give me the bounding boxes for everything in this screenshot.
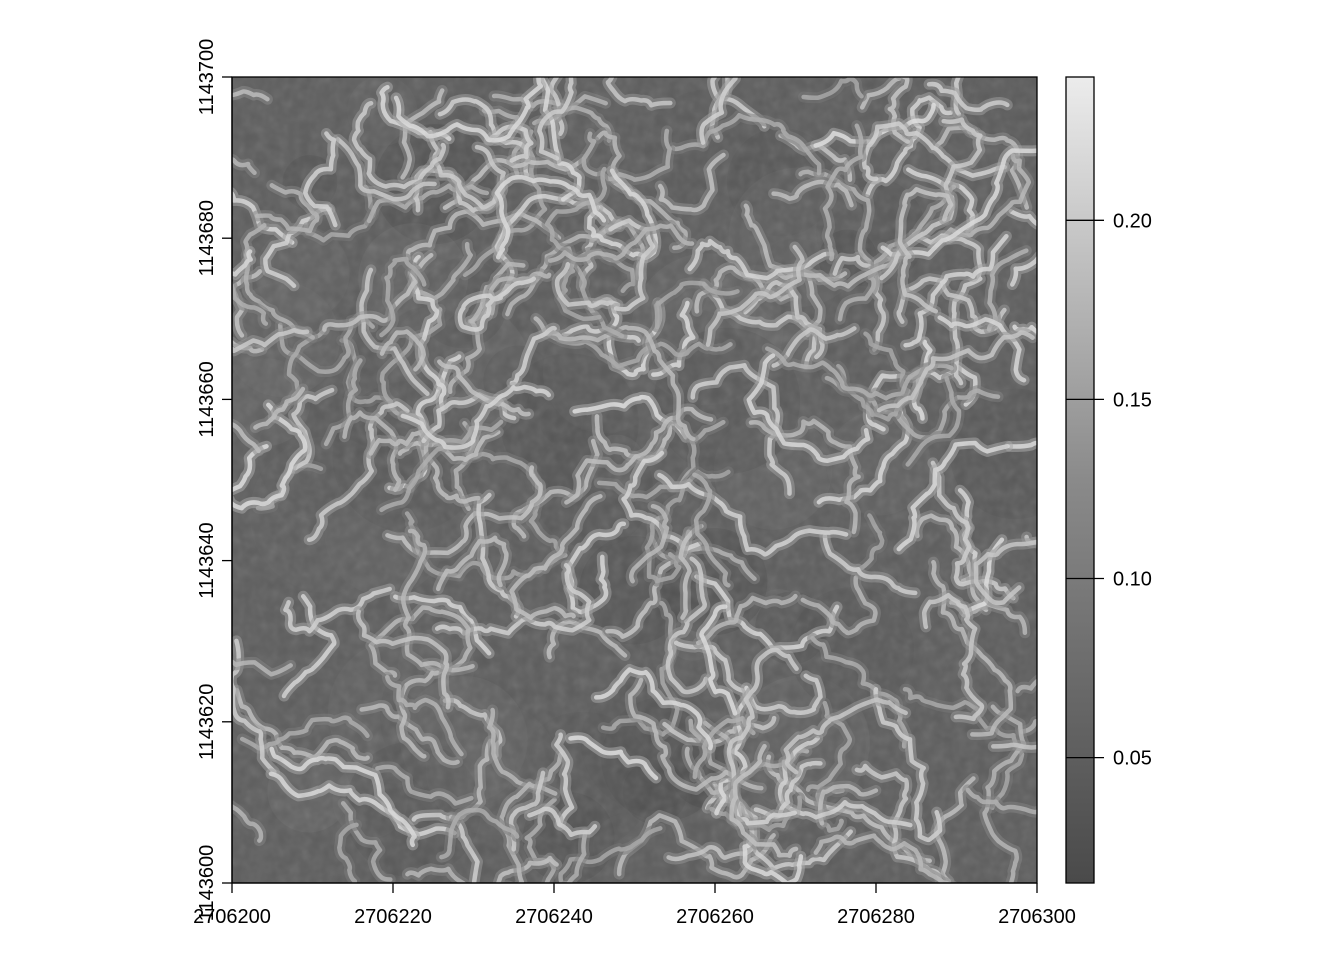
y-tick-label: 1143600 [196, 845, 218, 921]
colorbar-tick-label: 0.20 [1113, 210, 1152, 232]
colorbar: 0.05 0.10 0.15 0.20 [1065, 76, 1152, 884]
x-tick-label: 2706200 [193, 906, 271, 928]
x-tick-label: 2706220 [354, 906, 432, 928]
x-tick-label: 2706260 [676, 906, 754, 928]
y-tick-label: 1143660 [196, 361, 218, 437]
colorbar-tick-label: 0.15 [1113, 389, 1152, 411]
raster-image [232, 77, 1037, 883]
colorbar-ticks: 0.05 0.10 0.15 0.20 [1066, 210, 1152, 770]
x-tick-label: 2706300 [998, 906, 1076, 928]
y-tick-label: 1143680 [196, 200, 218, 276]
y-axis: 1143600 1143620 1143640 1143660 1143680 11437… [196, 39, 233, 921]
colorbar-tick-label: 0.05 [1113, 748, 1152, 770]
colorbar-frame [1065, 76, 1095, 884]
colorbar-tick-label: 0.10 [1113, 569, 1152, 591]
y-tick-label: 1143640 [196, 522, 218, 598]
y-tick-label: 1143700 [196, 39, 218, 115]
x-tick-label: 2706280 [837, 906, 915, 928]
y-tick-label: 1143620 [196, 684, 218, 760]
raster-grain [232, 77, 1037, 883]
x-tick-label: 2706240 [515, 906, 593, 928]
x-axis: 2706200 2706220 2706240 2706260 2706280 27063… [193, 882, 1076, 928]
colorbar-gradient [1066, 77, 1094, 883]
